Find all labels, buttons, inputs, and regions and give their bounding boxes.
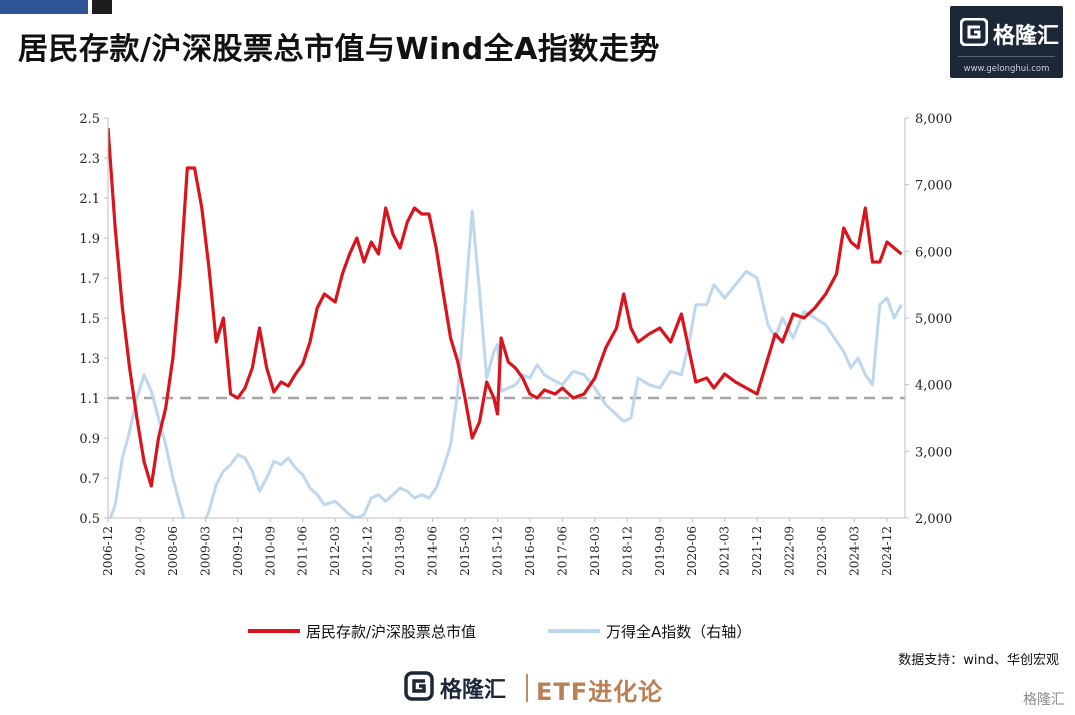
x-tick-label: 2015-03 [458, 526, 472, 576]
x-tick-label: 2024-12 [880, 526, 894, 576]
ratio-series-line [108, 127, 903, 488]
ratio-series-layer [108, 127, 903, 488]
right-tick-label: 5,000 [915, 312, 952, 327]
x-tick-label: 2014-06 [426, 526, 440, 576]
x-tick-label: 2021-12 [750, 526, 764, 576]
x-tick-label: 2017-06 [555, 526, 569, 576]
x-tick-label: 2023-06 [815, 526, 829, 576]
x-tick-label: 2011-06 [296, 526, 310, 576]
index-series-layer [108, 209, 903, 518]
top-accent-block [92, 0, 112, 14]
brand-divider [958, 56, 1055, 57]
brand-logo-box: 格隆汇 www.gelonghui.com [950, 6, 1063, 78]
x-tick-label: 2006-12 [101, 526, 115, 576]
footer-logo: 格隆汇 ETF进化论 [404, 668, 694, 708]
x-tick-label: 2016-09 [523, 526, 537, 576]
axis-layer: 0.5 0.7 0.9 1.1 1.3 1.5 1.7 1.9 2.1 2.3 2.5 2,000 3,… [79, 112, 952, 576]
left-tick-label: 1.7 [79, 272, 100, 287]
footer-g-icon [404, 671, 434, 701]
x-tick-label: 2007-09 [133, 526, 147, 576]
right-tick-label: 6,000 [915, 245, 952, 260]
x-tick-label: 2009-03 [198, 526, 212, 576]
legend-layer: 居民存款/沪深股票总市值 万得全A指数（右轴） [248, 623, 751, 641]
right-tick-label: 7,000 [915, 179, 952, 194]
chart-title: 居民存款/沪深股票总市值与Wind全A指数走势 [18, 32, 660, 67]
x-tick-label: 2012-03 [328, 526, 342, 576]
x-tick-label: 2009-12 [231, 526, 245, 576]
footer-brand-name: 格隆汇 [440, 678, 507, 703]
x-tick-label: 2018-12 [620, 526, 634, 576]
x-tick-label: 2010-09 [263, 526, 277, 576]
x-tick-label: 2012-12 [361, 526, 375, 576]
right-tick-label: 4,000 [915, 379, 952, 394]
left-tick-label: 2.5 [79, 112, 100, 127]
x-tick-label: 2015-12 [490, 526, 504, 576]
x-tick-label: 2021-03 [718, 526, 732, 576]
x-tick-label: 2013-09 [393, 526, 407, 576]
left-tick-label: 0.9 [79, 432, 100, 447]
corner-watermark: 格隆汇 [1023, 692, 1065, 708]
index-series-line [108, 209, 903, 518]
top-accent-bar [0, 0, 88, 14]
left-tick-label: 1.9 [79, 232, 100, 247]
footer-separator [526, 674, 528, 702]
x-tick-label: 2019-09 [653, 526, 667, 576]
brand-g-icon [960, 18, 988, 46]
x-tick-label: 2024-03 [848, 526, 862, 576]
right-tick-label: 3,000 [915, 445, 952, 460]
legend-index-label: 万得全A指数（右轴） [606, 623, 751, 641]
brand-url: www.gelonghui.com [963, 64, 1050, 74]
left-tick-label: 2.1 [79, 192, 100, 207]
x-tick-label: 2020-06 [685, 526, 699, 576]
right-tick-label: 2,000 [915, 512, 952, 527]
brand-name: 格隆汇 [993, 24, 1060, 49]
x-tick-label: 2022-09 [783, 526, 797, 576]
left-tick-label: 0.5 [79, 512, 100, 527]
left-tick-label: 1.1 [79, 392, 100, 407]
right-tick-label: 8,000 [915, 112, 952, 127]
x-tick-label: 2018-03 [588, 526, 602, 576]
data-source-note: 数据支持：wind、华创宏观 [898, 653, 1059, 668]
left-tick-label: 0.7 [79, 472, 100, 487]
left-tick-label: 2.3 [79, 152, 100, 167]
left-tick-label: 1.3 [79, 352, 100, 367]
footer-etf-label: ETF进化论 [536, 678, 664, 706]
x-tick-label: 2008-06 [166, 526, 180, 576]
legend-ratio-label: 居民存款/沪深股票总市值 [306, 623, 476, 641]
left-tick-label: 1.5 [79, 312, 100, 327]
